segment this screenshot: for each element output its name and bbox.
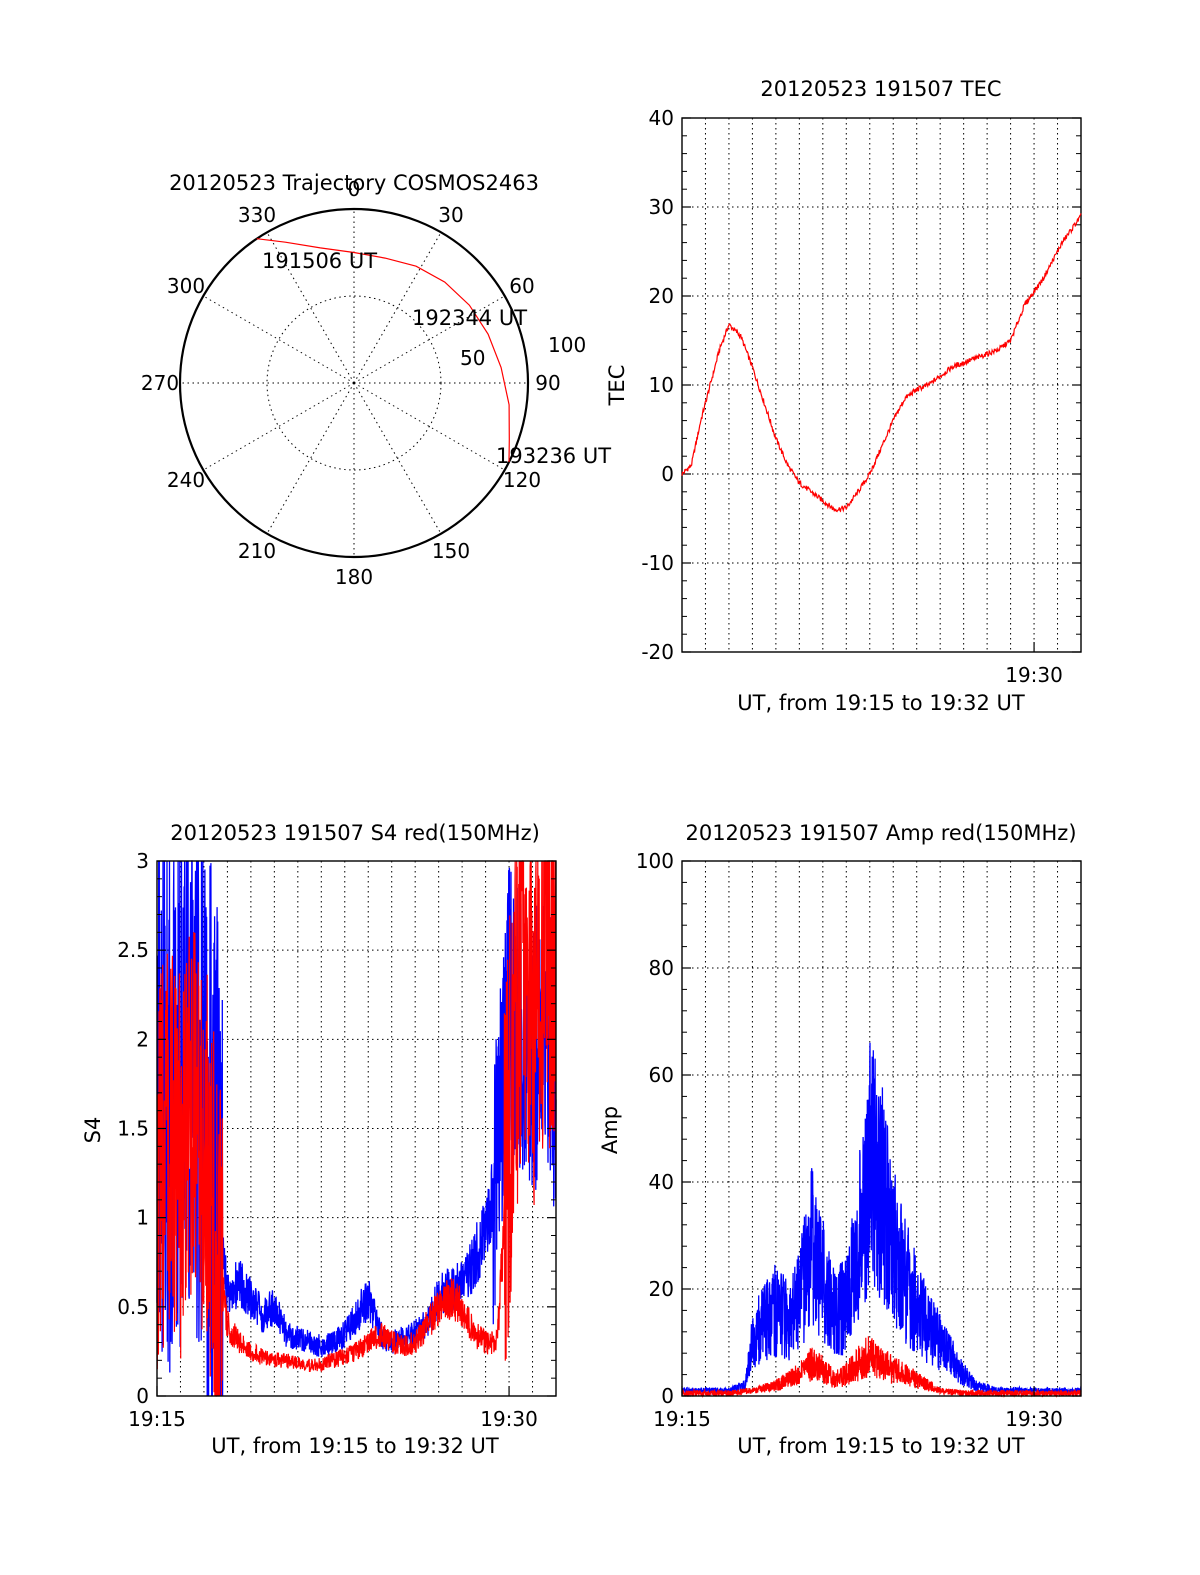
polar-spoke [266, 382, 355, 534]
tec-grid [682, 118, 1081, 652]
azimuth-label: 300 [167, 274, 205, 298]
azimuth-label: 180 [335, 565, 373, 589]
tec-title: 20120523 191507 TEC [760, 77, 1001, 101]
s4-ytick-label: 3 [136, 849, 149, 873]
polar-spoke [353, 382, 505, 471]
s4-ytick-label: 0 [136, 1384, 149, 1408]
trajectory-track [256, 238, 510, 463]
polar-spoke [353, 382, 442, 534]
tec-x-ticks: 19:30 [1005, 642, 1063, 687]
tec-panel: 20120523 191507 TEC -20 -10 0 10 20 30 40 19:3… [605, 77, 1082, 715]
s4-xtick-label: 19:30 [480, 1407, 538, 1431]
polar-spoke [353, 295, 505, 384]
tec-ytick-label: -10 [641, 551, 674, 575]
azimuth-label: 210 [238, 539, 276, 563]
amp-ytick-label: 40 [649, 1170, 674, 1194]
radius-label-50: 50 [460, 346, 485, 370]
trajectory-start-label: 191506 UT [262, 249, 377, 273]
polar-grid [180, 209, 528, 557]
s4-ytick-label: 1 [136, 1206, 149, 1230]
amp-blue-series [681, 1042, 1082, 1396]
trajectory-mid-label: 192344 UT [412, 306, 527, 330]
trajectory-title: 20120523 Trajectory COSMOS2463 [169, 171, 539, 195]
amp-ytick-label: 0 [661, 1384, 674, 1408]
amp-ylabel: Amp [598, 1106, 622, 1154]
amp-xtick-label: 19:30 [1005, 1407, 1063, 1431]
s4-title: 20120523 191507 S4 red(150MHz) [170, 821, 540, 845]
tec-xlabel: UT, from 19:15 to 19:32 UT [737, 691, 1025, 715]
s4-ylabel: S4 [81, 1117, 105, 1144]
azimuth-label: 30 [438, 203, 463, 227]
polar-outer-circle [178, 207, 530, 559]
tec-ytick-label: 30 [649, 195, 674, 219]
amp-title: 20120523 191507 Amp red(150MHz) [685, 821, 1076, 845]
azimuth-label: 120 [503, 468, 541, 492]
amp-ytick-label: 100 [636, 849, 674, 873]
polar-spoke [203, 382, 355, 471]
tec-ytick-label: 10 [649, 373, 674, 397]
s4-ytick-label: 0.5 [117, 1295, 149, 1319]
s4-panel: 20120523 191507 S4 red(150MHz) 0 0.5 1 1.5 2… [81, 821, 557, 1458]
amp-plot-frame [681, 860, 1082, 1397]
amp-panel: 20120523 191507 Amp red(150MHz) 0 20 40 60 8… [598, 821, 1082, 1458]
azimuth-label: 90 [535, 371, 560, 395]
tec-xtick-label: 19:30 [1005, 663, 1063, 687]
radius-label-100: 100 [548, 333, 586, 357]
amp-ytick-label: 20 [649, 1277, 674, 1301]
amp-ytick-label: 60 [649, 1063, 674, 1087]
polar-spoke [266, 232, 355, 384]
tec-ytick-label: 20 [649, 284, 674, 308]
azimuth-label: 270 [141, 371, 179, 395]
azimuth-label: 330 [238, 203, 276, 227]
polar-grid-ring [266, 295, 442, 471]
tec-ytick-label: 40 [649, 106, 674, 130]
azimuth-label: 0 [348, 177, 361, 201]
polar-azimuth-labels: 0 30 60 90 120 150 180 210 240 270 300 330 [141, 177, 561, 589]
s4-x-ticks: 19:15 19:30 [128, 1386, 538, 1431]
trajectory-panel: 20120523 Trajectory COSMOS2463 0 30 60 90 12… [141, 171, 611, 589]
s4-red-series [156, 860, 557, 1397]
s4-xlabel: UT, from 19:15 to 19:32 UT [211, 1434, 499, 1458]
tec-y-ticks: -20 -10 0 10 20 30 40 [641, 106, 1081, 664]
s4-ytick-label: 1.5 [117, 1117, 149, 1141]
amp-ytick-label: 80 [649, 956, 674, 980]
s4-ytick-label: 2.5 [117, 938, 149, 962]
amp-y-ticks: 0 20 40 60 80 100 [636, 849, 1081, 1408]
amp-xtick-label: 19:15 [653, 1407, 711, 1431]
azimuth-label: 240 [167, 468, 205, 492]
tec-plot-frame [681, 117, 1082, 653]
s4-ytick-label: 2 [136, 1027, 149, 1051]
tec-ytick-label: 0 [661, 462, 674, 486]
trajectory-end-label: 193236 UT [496, 444, 611, 468]
amp-x-ticks: 19:15 19:30 [653, 1386, 1063, 1431]
tec-ylabel: TEC [605, 365, 629, 407]
amp-xlabel: UT, from 19:15 to 19:32 UT [737, 1434, 1025, 1458]
s4-xtick-label: 19:15 [128, 1407, 186, 1431]
s4-y-ticks: 0 0.5 1 1.5 2 2.5 3 [117, 849, 556, 1408]
azimuth-label: 150 [432, 539, 470, 563]
polar-spoke [353, 232, 442, 384]
s4-blue-series [156, 860, 557, 1397]
polar-spoke [203, 295, 355, 384]
tec-ytick-label: -20 [641, 640, 674, 664]
azimuth-label: 60 [509, 274, 534, 298]
tec-series-line [681, 213, 1082, 513]
